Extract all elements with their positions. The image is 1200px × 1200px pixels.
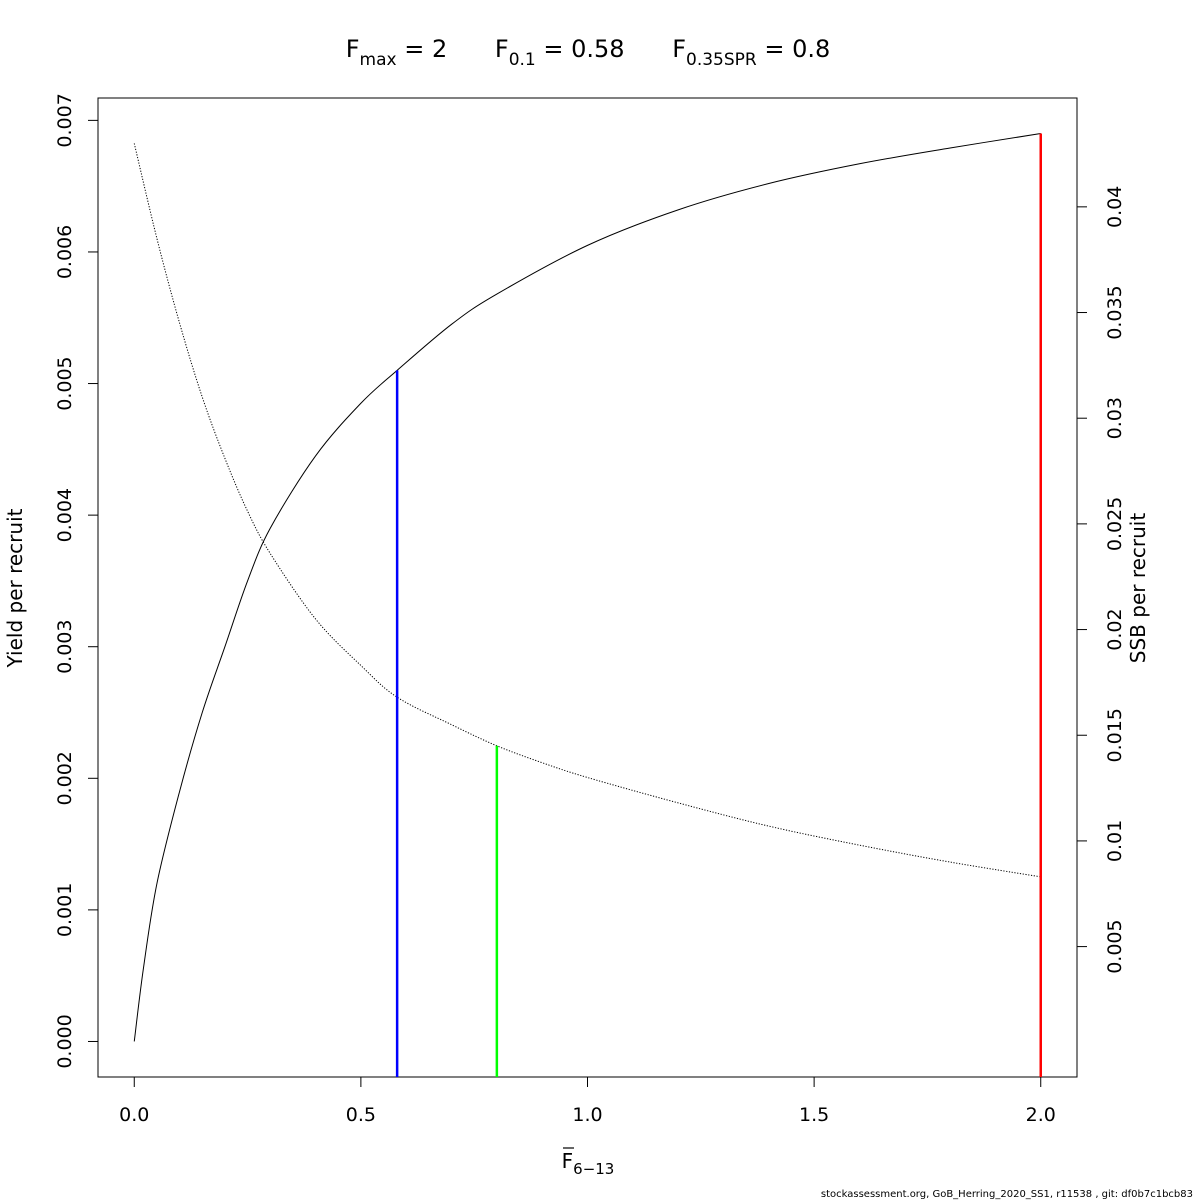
y-right-tick-label: 0.02: [1104, 608, 1126, 650]
x-axis-label-sub: 6−13: [573, 1160, 614, 1178]
title-fspr-main: F: [672, 35, 686, 63]
title-fmax-value: = 2: [397, 35, 448, 63]
title-fspr-sub: 0.35SPR: [686, 50, 757, 70]
y-left-tick-label: 0.001: [54, 883, 76, 937]
y-right-tick-label: 0.015: [1104, 708, 1126, 762]
chart-title: Fmax = 2 F0.1 = 0.58 F0.35SPR = 0.8: [346, 35, 831, 70]
x-axis-label: F6−13: [562, 1149, 615, 1178]
y-right-tick-label: 0.01: [1104, 820, 1126, 862]
title-f01-value: = 0.58: [536, 35, 625, 63]
y-right-tick-label: 0.025: [1104, 497, 1126, 551]
yield-per-recruit-line: [133, 133, 1041, 1042]
x-tick-label: 0.0: [119, 1104, 149, 1126]
y-right-tick-label: 0.005: [1104, 919, 1126, 973]
y-left-tick-label: 0.005: [54, 356, 76, 410]
y-left-tick-label: 0.002: [54, 751, 76, 805]
ssb-per-recruit-line: [133, 143, 1041, 878]
footer-credit: stockassessment.org, GoB_Herring_2020_SS…: [821, 1189, 1193, 1200]
x-tick-label: 1.0: [572, 1104, 602, 1126]
title-f01-main: F: [495, 35, 509, 63]
title-fmax-sub: max: [360, 50, 397, 70]
y-right-tick-label: 0.035: [1104, 285, 1126, 339]
y-right-axis: 0.005 0.01 0.015 0.02 0.025 0.03 0.035 0.04: [1077, 186, 1126, 974]
y-left-axis-label: Yield per recruit: [3, 508, 27, 668]
title-f01-sub: 0.1: [509, 50, 536, 70]
y-left-tick-label: 0.004: [54, 488, 76, 542]
y-right-tick-label: 0.04: [1104, 186, 1126, 228]
x-tick-label: 1.5: [799, 1104, 829, 1126]
y-left-tick-label: 0.006: [54, 225, 76, 279]
title-fspr-value: = 0.8: [757, 35, 831, 63]
title-fmax-main: F: [346, 35, 360, 63]
y-left-tick-label: 0.000: [54, 1014, 76, 1068]
y-right-tick-label: 0.03: [1104, 397, 1126, 439]
y-left-tick-label: 0.007: [54, 93, 76, 147]
y-left-axis: 0.000 0.001 0.002 0.003 0.004 0.005 0.006 0.007: [54, 93, 98, 1069]
series-layer: [133, 133, 1041, 1042]
x-axis-label-main: F: [562, 1149, 574, 1173]
x-tick-label: 2.0: [1026, 1104, 1056, 1126]
x-axis: 0.0 0.5 1.0 1.5 2.0: [119, 1077, 1056, 1126]
reference-lines: [395, 133, 1042, 1077]
x-tick-label: 0.5: [346, 1104, 376, 1126]
y-right-axis-label: SSB per recruit: [1126, 513, 1150, 664]
y-left-tick-label: 0.003: [54, 620, 76, 674]
